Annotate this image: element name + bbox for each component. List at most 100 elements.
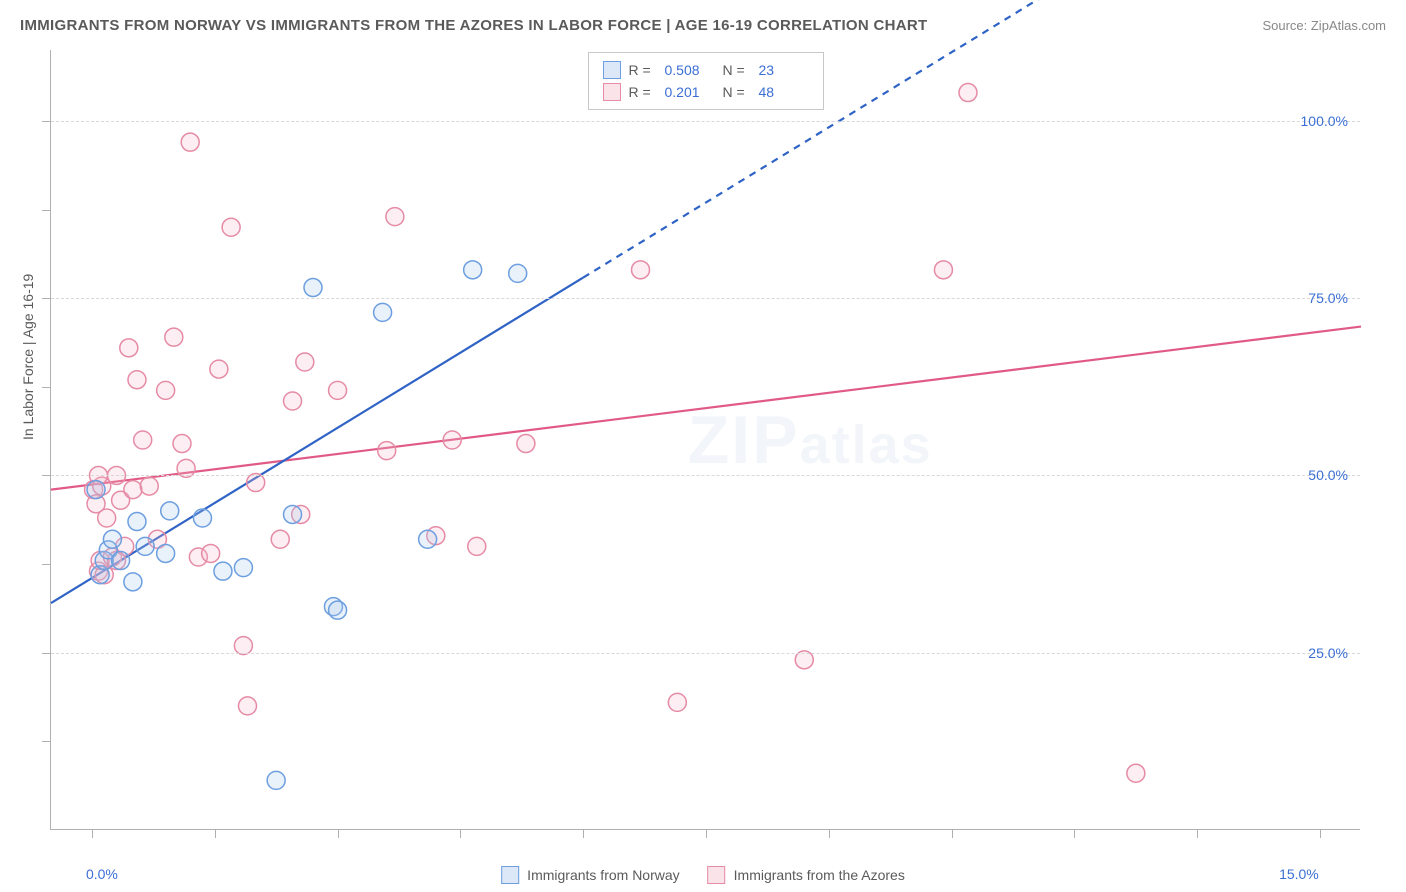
- y-tick-mark: [42, 564, 50, 565]
- data-point-azores: [140, 477, 158, 495]
- x-tick-mark: [829, 830, 830, 838]
- data-point-azores: [181, 133, 199, 151]
- trend-line-dashed-norway: [583, 0, 1361, 278]
- data-point-norway: [103, 530, 121, 548]
- legend-r-label: R =: [629, 59, 657, 81]
- data-point-norway: [161, 502, 179, 520]
- y-axis-label: In Labor Force | Age 16-19: [20, 274, 36, 440]
- data-point-azores: [329, 381, 347, 399]
- legend-n-label: N =: [723, 59, 751, 81]
- gridline-h: [51, 475, 1360, 476]
- legend-item-norway: Immigrants from Norway: [501, 866, 679, 884]
- data-point-azores: [386, 208, 404, 226]
- y-tick-label: 75.0%: [1308, 290, 1348, 306]
- y-tick-mark: [42, 653, 50, 654]
- legend-n-value: 48: [759, 81, 809, 103]
- data-point-azores: [98, 509, 116, 527]
- trend-line-azores: [51, 327, 1361, 490]
- y-tick-mark: [42, 210, 50, 211]
- data-point-azores: [378, 442, 396, 460]
- data-point-norway: [304, 279, 322, 297]
- chart-svg: [51, 50, 1360, 829]
- data-point-norway: [157, 544, 175, 562]
- legend-item-azores: Immigrants from the Azores: [708, 866, 905, 884]
- data-point-azores: [296, 353, 314, 371]
- gridline-h: [51, 121, 1360, 122]
- chart-header: IMMIGRANTS FROM NORWAY VS IMMIGRANTS FRO…: [0, 0, 1406, 40]
- data-point-azores: [222, 218, 240, 236]
- data-point-azores: [517, 435, 535, 453]
- legend-row-azores: R = 0.201 N = 48: [603, 81, 809, 103]
- data-point-azores: [202, 544, 220, 562]
- legend-swatch-norway-icon: [501, 866, 519, 884]
- legend-r-label: R =: [629, 81, 657, 103]
- data-point-norway: [509, 264, 527, 282]
- data-point-azores: [173, 435, 191, 453]
- data-point-azores: [210, 360, 228, 378]
- x-tick-mark: [1320, 830, 1321, 838]
- data-point-norway: [87, 481, 105, 499]
- x-tick-mark: [215, 830, 216, 838]
- data-point-azores: [959, 84, 977, 102]
- legend-swatch-azores-icon: [603, 83, 621, 101]
- x-tick-label: 15.0%: [1279, 866, 1319, 882]
- data-point-azores: [165, 328, 183, 346]
- x-tick-mark: [1074, 830, 1075, 838]
- legend-swatch-norway-icon: [603, 61, 621, 79]
- data-point-norway: [193, 509, 211, 527]
- data-point-azores: [668, 693, 686, 711]
- data-point-norway: [267, 771, 285, 789]
- chart-container: IMMIGRANTS FROM NORWAY VS IMMIGRANTS FRO…: [0, 0, 1406, 892]
- y-tick-label: 50.0%: [1308, 467, 1348, 483]
- y-tick-mark: [42, 387, 50, 388]
- x-tick-mark: [1197, 830, 1198, 838]
- y-tick-mark: [42, 121, 50, 122]
- x-tick-mark: [952, 830, 953, 838]
- legend-row-norway: R =0.508N =23: [603, 59, 809, 81]
- data-point-norway: [464, 261, 482, 279]
- legend-correlation: R =0.508N =23R = 0.201 N = 48: [588, 52, 824, 110]
- chart-title: IMMIGRANTS FROM NORWAY VS IMMIGRANTS FRO…: [20, 17, 928, 34]
- legend-series-label: Immigrants from Norway: [527, 867, 679, 883]
- legend-series: Immigrants from Norway Immigrants from th…: [501, 866, 905, 884]
- data-point-norway: [136, 537, 154, 555]
- y-tick-mark: [42, 475, 50, 476]
- y-tick-mark: [42, 298, 50, 299]
- data-point-norway: [214, 562, 232, 580]
- x-tick-mark: [460, 830, 461, 838]
- data-point-norway: [124, 573, 142, 591]
- gridline-h: [51, 298, 1360, 299]
- x-tick-mark: [92, 830, 93, 838]
- data-point-norway: [374, 303, 392, 321]
- data-point-azores: [934, 261, 952, 279]
- data-point-norway: [329, 601, 347, 619]
- data-point-azores: [157, 381, 175, 399]
- plot-area: ZIPatlas R =0.508N =23R =0.201N =48 25.0…: [50, 50, 1360, 830]
- data-point-azores: [128, 371, 146, 389]
- data-point-azores: [134, 431, 152, 449]
- trend-line-norway: [51, 278, 583, 604]
- y-tick-mark: [42, 741, 50, 742]
- data-point-azores: [284, 392, 302, 410]
- x-tick-mark: [706, 830, 707, 838]
- legend-r-value: 0.201: [665, 81, 715, 103]
- data-point-azores: [1127, 764, 1145, 782]
- gridline-h: [51, 653, 1360, 654]
- data-point-azores: [632, 261, 650, 279]
- data-point-norway: [284, 505, 302, 523]
- x-tick-label: 0.0%: [86, 866, 118, 882]
- data-point-norway: [419, 530, 437, 548]
- legend-swatch-azores-icon: [708, 866, 726, 884]
- data-point-azores: [468, 537, 486, 555]
- data-point-norway: [112, 552, 130, 570]
- legend-n-label: N =: [723, 81, 751, 103]
- x-tick-mark: [583, 830, 584, 838]
- data-point-azores: [124, 481, 142, 499]
- data-point-norway: [234, 559, 252, 577]
- data-point-azores: [239, 697, 257, 715]
- data-point-norway: [128, 513, 146, 531]
- chart-source: Source: ZipAtlas.com: [1262, 18, 1386, 33]
- data-point-azores: [271, 530, 289, 548]
- legend-series-label: Immigrants from the Azores: [734, 867, 905, 883]
- x-tick-mark: [338, 830, 339, 838]
